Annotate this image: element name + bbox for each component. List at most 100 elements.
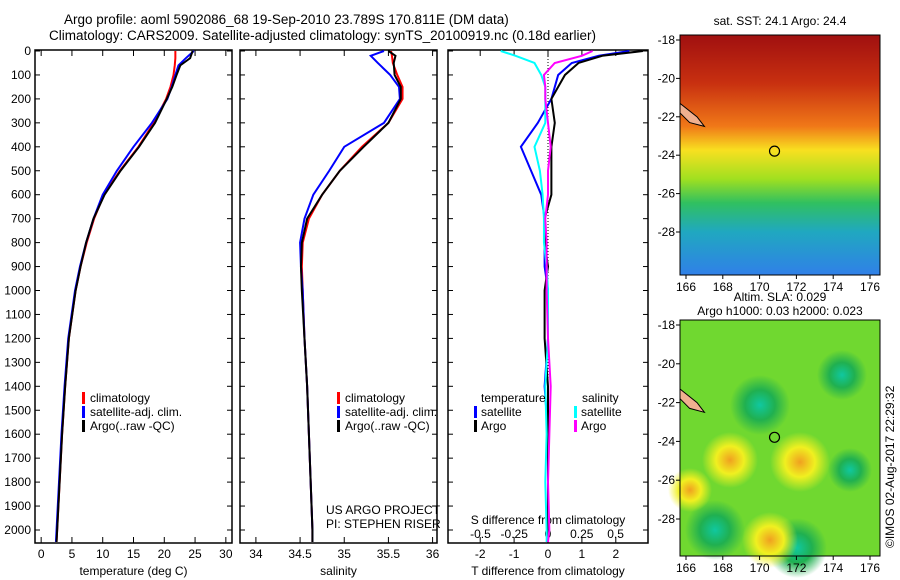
x-axis-label: temperature (deg C) <box>79 564 187 578</box>
lon-tick-label: 176 <box>860 280 880 294</box>
x-tick-label: 36 <box>426 547 440 561</box>
series-line-s-argo <box>542 50 593 543</box>
lon-tick-label: 174 <box>823 280 843 294</box>
lon-tick-label: 166 <box>676 561 696 575</box>
legend-swatch <box>82 406 85 418</box>
x-tick-label: 20 <box>158 547 172 561</box>
argo-location-marker <box>768 431 781 443</box>
sla-anomaly <box>817 350 867 400</box>
y-tick-label: 1000 <box>4 284 31 298</box>
legend-label: satellite-adj. clim. <box>345 405 437 419</box>
legend-label: climatology <box>345 391 405 405</box>
y-tick-label: 1500 <box>4 403 31 417</box>
y-tick-label: 900 <box>11 260 31 274</box>
x2-tick-label: -0.25 <box>501 527 529 541</box>
x-tick-label: 10 <box>96 547 110 561</box>
sla-map: 166 168 170 172 174 176 -18 -20 -22 -24 -26 -28 Alti… <box>658 290 881 578</box>
lat-tick-label: -26 <box>658 187 676 201</box>
map-title: sat. SST: 24.1 Argo: 24.4 <box>714 14 847 28</box>
sla-anomaly <box>702 432 758 488</box>
lat-tick-label: -28 <box>658 225 676 239</box>
lat-tick-label: -20 <box>658 71 676 85</box>
temperature-panel: 0 5 10 15 20 25 30 temperature (deg C) 0 100 200 30… <box>4 44 233 578</box>
project-line-1: US ARGO PROJECT <box>326 503 441 517</box>
lat-tick-label: -24 <box>658 148 676 162</box>
series-line-s-satellite <box>500 50 549 542</box>
x-tick-label: 2 <box>612 547 619 561</box>
y-tick-label: 100 <box>11 68 31 82</box>
y-tick-label: 1200 <box>4 331 31 345</box>
x-axis-label: T difference from climatology <box>471 564 625 578</box>
y-tick-label: 1300 <box>4 355 31 369</box>
sla-anomaly <box>685 500 745 560</box>
lon-tick-label: 174 <box>823 561 843 575</box>
legend-swatch <box>337 406 340 418</box>
y-tick-label: 1600 <box>4 427 31 441</box>
x-tick-label: 34 <box>249 547 263 561</box>
y-tick-label: 1400 <box>4 379 31 393</box>
legend-label: Argo <box>581 419 607 433</box>
lat-tick-label: -22 <box>658 396 676 410</box>
legend-label: Argo <box>481 419 507 433</box>
legend-label: climatology <box>90 391 150 405</box>
x-tick-label: 0 <box>545 547 552 561</box>
y-tick-label: 300 <box>11 116 31 130</box>
map-title: Altim. SLA: 0.029 <box>734 290 827 304</box>
legend-swatch <box>474 420 477 432</box>
x-tick-label: 0 <box>38 547 45 561</box>
x-tick-label: 5 <box>69 547 76 561</box>
map-frame <box>679 319 881 557</box>
lat-tick-label: -18 <box>658 318 676 332</box>
y-tick-label: 2000 <box>4 523 31 537</box>
y-tick-label: 1800 <box>4 475 31 489</box>
legend-swatch <box>82 392 85 404</box>
y-tick-label: 800 <box>11 236 31 250</box>
y-tick-label: 0 <box>24 44 31 58</box>
sst-map: 166 168 170 172 174 176 -18 -20 -22 -24 -26 -28 sat.… <box>658 14 881 294</box>
y-tick-label: 1900 <box>4 499 31 513</box>
sla-anomaly <box>730 375 790 435</box>
y-tick-label: 200 <box>11 92 31 106</box>
y-tick-label: 700 <box>11 212 31 226</box>
lon-tick-label: 172 <box>786 280 806 294</box>
x-axis-label: salinity <box>320 564 357 578</box>
x2-tick-label: 0.25 <box>570 527 594 541</box>
legend-swatch <box>574 420 577 432</box>
lat-tick-label: -18 <box>658 33 676 47</box>
x-tick-label: 35 <box>338 547 352 561</box>
y-tick-label: 1700 <box>4 451 31 465</box>
x2-tick-label: -0.5 <box>470 527 491 541</box>
map-subtitle: Argo h1000: 0.03 h2000: 0.023 <box>697 304 863 318</box>
argo-location-marker <box>768 145 781 157</box>
title-line-2: Climatology: CARS2009. Satellite-adjuste… <box>49 28 597 43</box>
lon-tick-label: 166 <box>676 280 696 294</box>
legend-label: Argo(..raw -QC) <box>345 419 430 433</box>
x2-tick-label: 0.5 <box>607 527 624 541</box>
sla-anomaly <box>828 448 872 492</box>
project-line-2: PI: STEPHEN RISER <box>326 517 441 531</box>
sla-anomaly <box>742 512 798 568</box>
y-tick-label: 500 <box>11 164 31 178</box>
plot-frame <box>239 49 438 544</box>
legend-swatch <box>337 420 340 432</box>
legend-swatch <box>82 420 85 432</box>
lon-tick-label: 170 <box>750 561 770 575</box>
lat-tick-label: -28 <box>658 512 676 526</box>
y-tick-label: 600 <box>11 188 31 202</box>
x-tick-label: 15 <box>127 547 141 561</box>
lon-tick-label: 170 <box>750 280 770 294</box>
y-tick-label: 400 <box>11 140 31 154</box>
x-tick-label: 34.5 <box>288 547 312 561</box>
lat-tick-label: -22 <box>658 110 676 124</box>
x-tick-label: 30 <box>219 547 233 561</box>
series-line-t-argo <box>543 50 644 542</box>
legend-label: satellite-adj. clim. <box>90 405 182 419</box>
legend-swatch <box>574 406 577 418</box>
lon-tick-label: 176 <box>860 561 880 575</box>
lat-tick-label: -20 <box>658 357 676 371</box>
legend-swatch <box>337 392 340 404</box>
legend-label: satellite <box>581 405 622 419</box>
legend-title-temperature: temperature <box>481 391 546 405</box>
